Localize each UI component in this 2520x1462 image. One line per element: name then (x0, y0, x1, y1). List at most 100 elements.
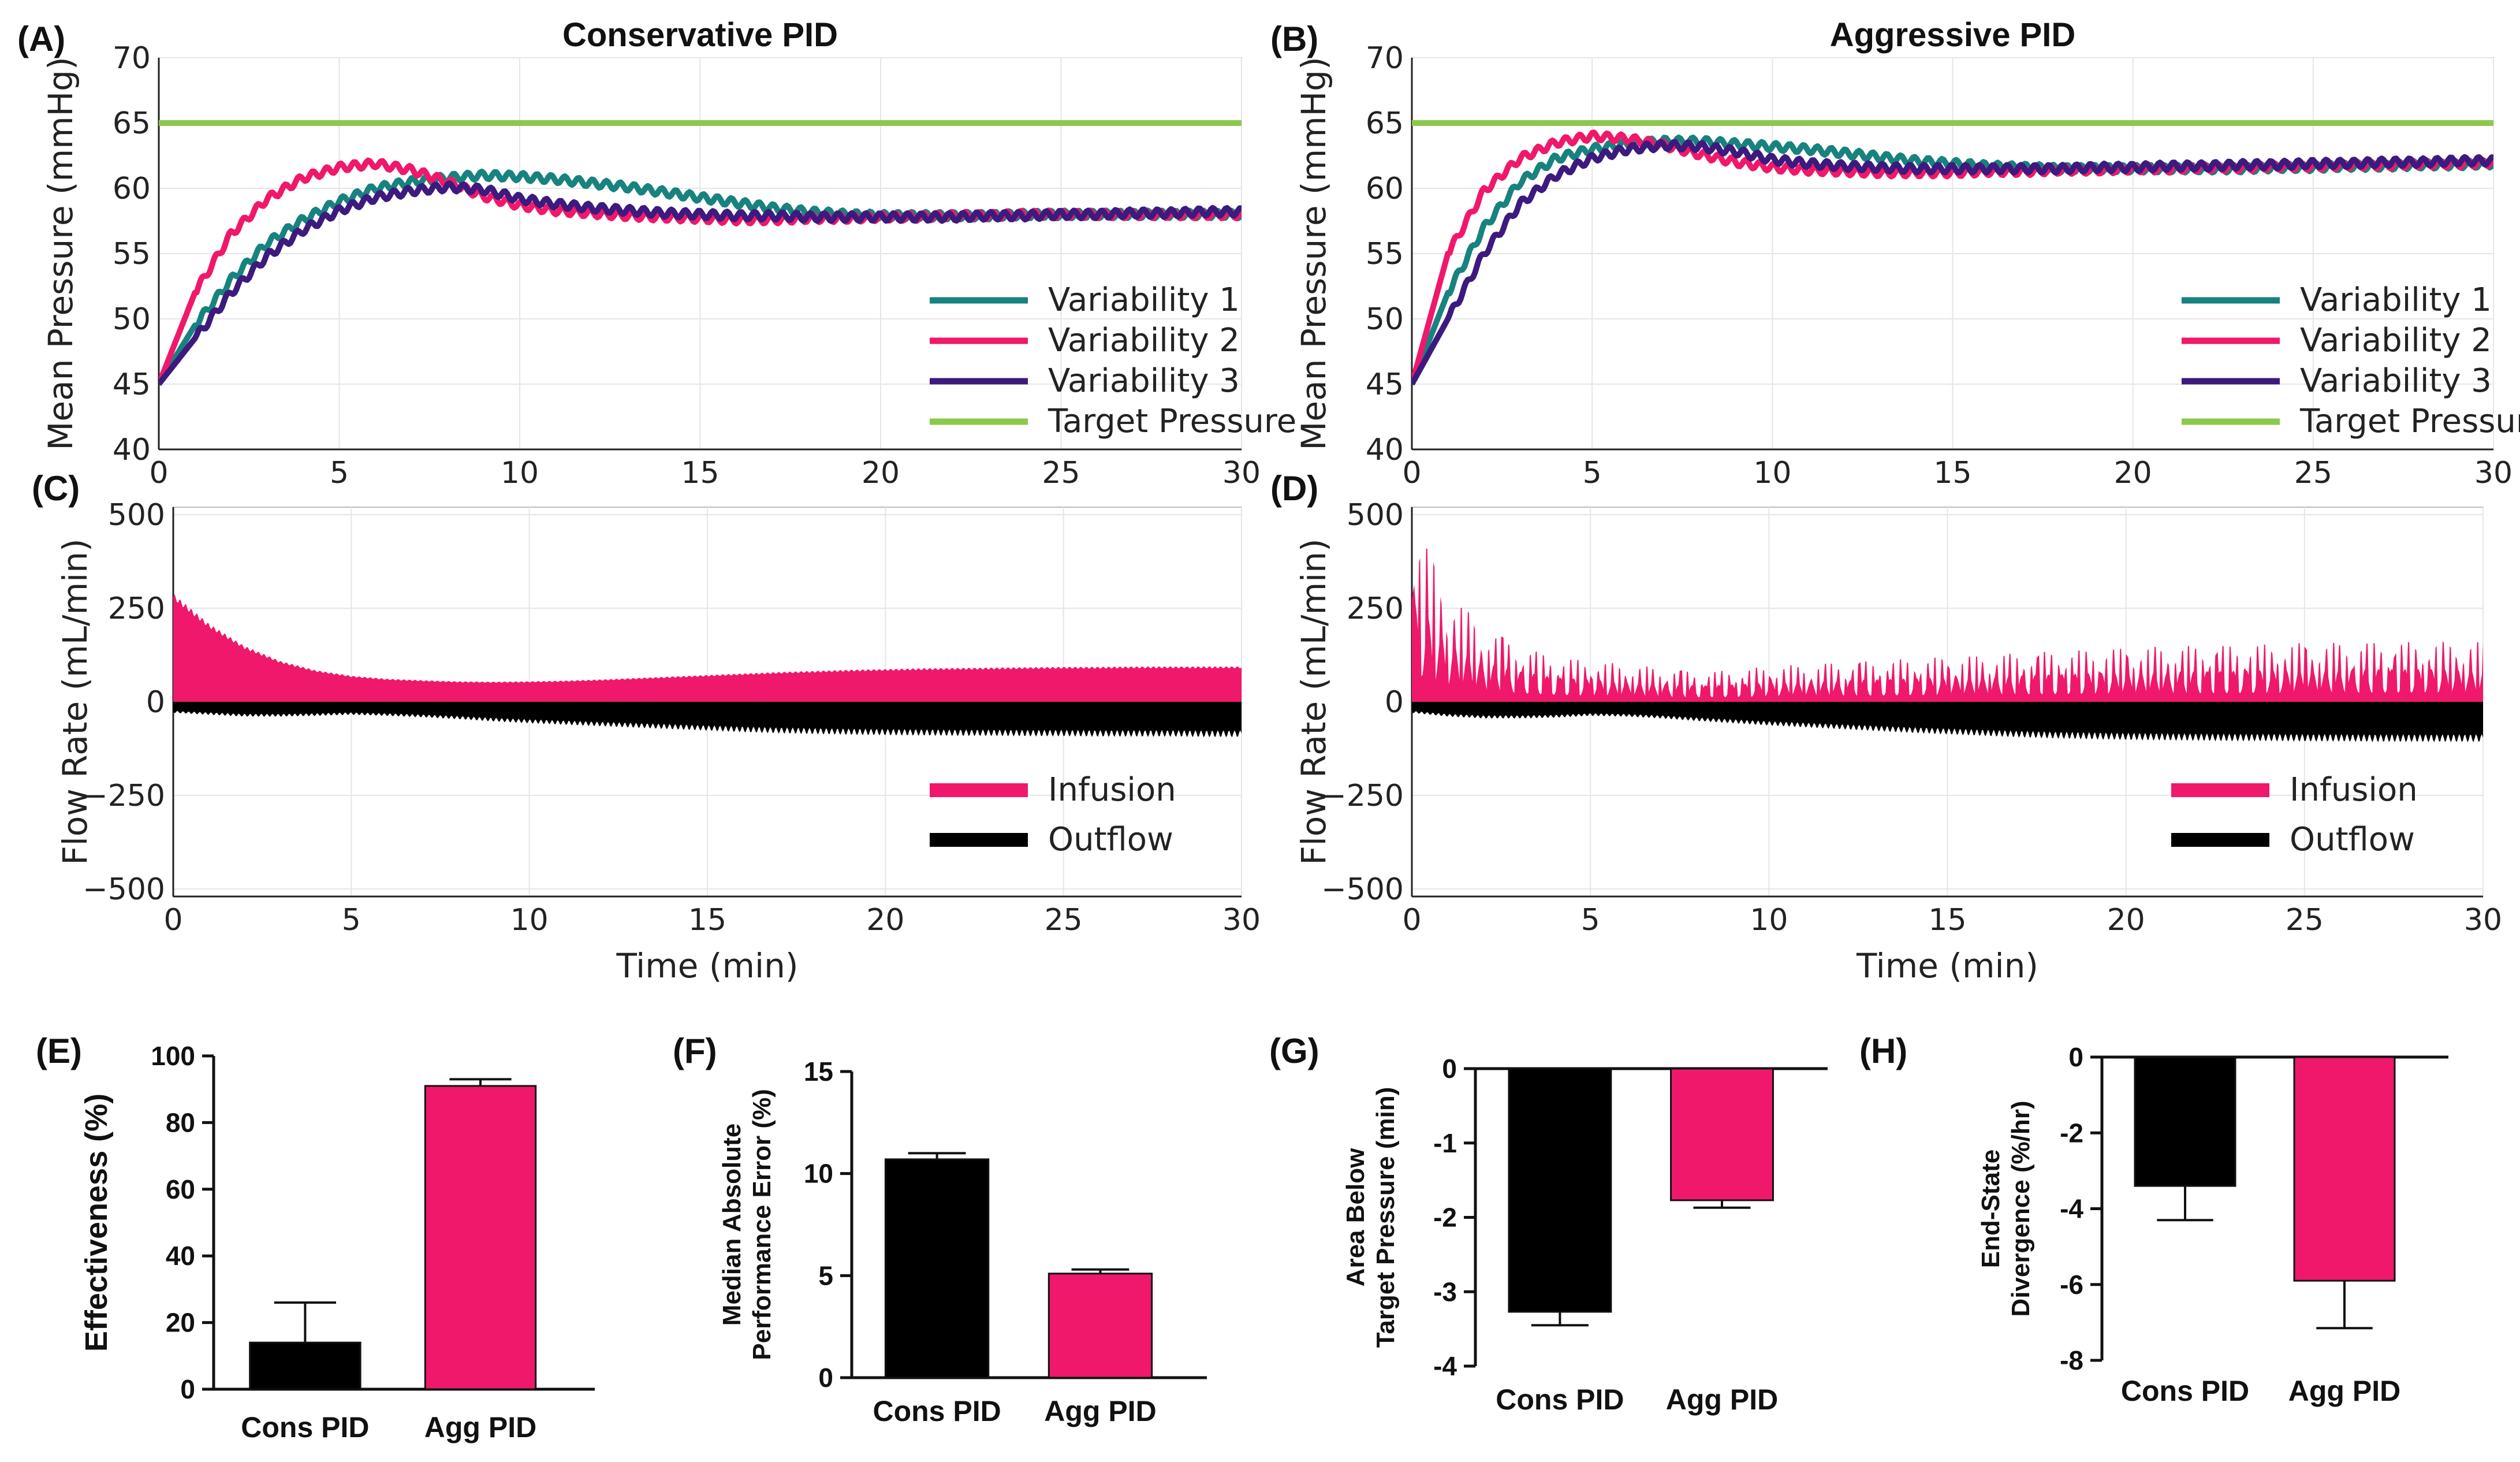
panel-label: (A) (17, 20, 65, 58)
y-tick-label: −250 (1321, 779, 1404, 813)
y-tick-label: 15 (804, 1056, 833, 1087)
y-tick-label: -6 (2060, 1270, 2083, 1300)
y-tick-label: 0 (1442, 1054, 1457, 1084)
y-tick-label: 50 (113, 302, 151, 337)
bar-cons-pid (2134, 1056, 2236, 1187)
panel-label: (F) (673, 1032, 717, 1070)
panel-label: (E) (36, 1032, 82, 1070)
x-tick-label: 10 (1753, 456, 1791, 490)
y-tick-label: -4 (1433, 1351, 1457, 1381)
y-tick-label: 55 (113, 237, 151, 271)
y-tick-label: 0 (180, 1374, 195, 1404)
series-line-variability-3 (159, 180, 1242, 386)
x-tick-label: 20 (866, 903, 904, 938)
series-layer (159, 120, 1242, 386)
panel-label: (D) (1270, 469, 1318, 508)
y-tick-label: -8 (2060, 1345, 2083, 1375)
x-tick-label: 15 (1933, 456, 1971, 490)
legend-label: Infusion (2290, 771, 2418, 809)
y-tick-label: -2 (2060, 1118, 2083, 1148)
chart-panel-1: 0 5 10 15 20 25 30 40 45 50 55 60 65 70 Aggressive PID… (1270, 16, 2520, 490)
y-tick-label: 55 (1366, 237, 1404, 271)
panel-label: (G) (1269, 1032, 1319, 1070)
x-tick-label: 5 (342, 903, 361, 938)
x-tick-label: 20 (2114, 456, 2152, 490)
y-tick-label: 70 (113, 41, 151, 76)
y-tick-label: -3 (1433, 1277, 1457, 1307)
y-tick-label: 250 (1347, 592, 1404, 626)
panel-label: (B) (1270, 20, 1318, 58)
x-tick-label: 20 (862, 456, 900, 490)
x-tick-label: 15 (688, 903, 726, 938)
legend-label: Infusion (1048, 771, 1176, 809)
category-label: Cons PID (241, 1411, 369, 1444)
y-axis-label: End-StateDivergence (%/hr) (1977, 1100, 2035, 1316)
legend: Infusion Outflow (930, 771, 1176, 858)
x-tick-label: 10 (501, 456, 539, 490)
y-tick-label: 60 (166, 1174, 195, 1204)
panel-label: (H) (1859, 1032, 1907, 1070)
chart-panel-3: 0 5 10 15 20 25 30 −500 −250 0 250 500 (D) Flow Rate … (1270, 469, 2502, 985)
x-tick-label: 0 (149, 456, 168, 490)
series-area-outflow (1412, 702, 2483, 742)
chart-title: Aggressive PID (1830, 16, 2076, 54)
series-layer (173, 594, 1242, 738)
y-axis-label: Flow Rate (mL/min) (55, 538, 95, 865)
y-tick-label: 50 (1366, 302, 1404, 337)
legend-label: Target Pressure (1047, 403, 1296, 440)
legend-label: Variability 1 (2300, 281, 2492, 319)
x-tick-label: 25 (1045, 903, 1083, 938)
chart-panel-7: -8 -6 -4 -2 0 Cons PID Agg PID (H) End-StateDive… (1859, 1032, 2448, 1407)
y-tick-label: -1 (1433, 1128, 1457, 1158)
legend: Infusion Outflow (2171, 771, 2418, 858)
y-axis-label: Mean Pressure (mmHg) (1294, 57, 1333, 450)
y-tick-label: 500 (1347, 498, 1404, 533)
y-axis-label: Area BelowTarget Pressure (min) (1341, 1087, 1400, 1348)
x-tick-label: 5 (1581, 903, 1600, 938)
x-tick-label: 25 (1042, 456, 1080, 490)
y-tick-label: 60 (1366, 172, 1404, 206)
y-tick-label: 40 (1366, 433, 1404, 467)
y-axis-label: Median AbsolutePerformance Error (%) (718, 1089, 776, 1360)
x-tick-label: 15 (681, 456, 719, 490)
legend-label: Variability 1 (1048, 281, 1240, 319)
category-label: Cons PID (873, 1395, 1001, 1427)
legend-label: Target Pressure (2299, 403, 2520, 440)
bar-agg-pid (1670, 1067, 1774, 1201)
y-tick-label: 60 (113, 172, 151, 206)
legend-label: Variability 2 (2300, 322, 2492, 359)
chart-panel-5: 0 5 10 15 Cons PID Agg PID (F)Median AbsoluteP… (673, 1032, 1207, 1427)
y-tick-label: 45 (113, 367, 151, 402)
series-area-infusion (173, 594, 1242, 702)
x-tick-label: 5 (1583, 456, 1602, 490)
y-tick-label: −500 (83, 872, 165, 907)
x-tick-label: 25 (2294, 456, 2332, 490)
legend-label: Variability 2 (1048, 322, 1240, 359)
chart-panel-2: 0 5 10 15 20 25 30 −500 −250 0 250 500 (C) Flow Rate … (32, 469, 1261, 985)
y-tick-label: 70 (1366, 41, 1404, 76)
x-tick-label: 30 (2464, 903, 2502, 938)
y-tick-label: 45 (1366, 367, 1404, 402)
category-label: Agg PID (424, 1411, 536, 1444)
series-layer (1412, 548, 2483, 742)
x-axis-label: Time (min) (1856, 946, 2038, 985)
y-tick-label: -4 (2060, 1194, 2083, 1224)
x-tick-label: 0 (1402, 903, 1421, 938)
bar-agg-pid (424, 1085, 537, 1390)
x-tick-label: 30 (1222, 456, 1261, 490)
y-tick-label: 65 (113, 106, 151, 141)
y-tick-label: -2 (1433, 1203, 1457, 1233)
series-area-infusion (1412, 548, 2483, 702)
chart-panel-4: 0 20 40 60 80 100 Cons PID Agg PID (E) Effectiven… (36, 1032, 595, 1444)
y-tick-label: 0 (2068, 1042, 2083, 1072)
legend-label: Variability 3 (1048, 362, 1240, 400)
x-tick-label: 20 (2107, 903, 2145, 938)
bar-cons-pid (249, 1341, 361, 1390)
y-axis-label: Mean Pressure (mmHg) (41, 57, 80, 450)
y-tick-label: −500 (1321, 872, 1404, 907)
category-label: Agg PID (2288, 1375, 2400, 1407)
